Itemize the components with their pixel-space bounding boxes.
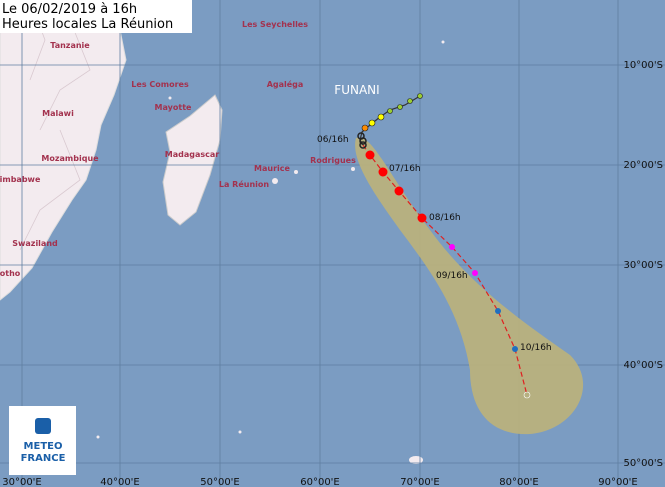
lat-label: 20°00'S bbox=[623, 160, 663, 171]
header-line: Heures locales La Réunion bbox=[2, 17, 173, 32]
place-label: Maurice bbox=[254, 164, 290, 173]
lat-label: 40°00'S bbox=[623, 360, 663, 371]
logo-icon bbox=[35, 418, 51, 434]
header-box bbox=[0, 0, 192, 33]
place-label: Agaléga bbox=[267, 79, 304, 89]
place-label: Les Seychelles bbox=[242, 20, 308, 29]
lon-label: 30°00'E bbox=[2, 477, 42, 487]
logo bbox=[9, 406, 76, 475]
cone bbox=[355, 137, 584, 435]
header-line: Le 06/02/2019 à 16h bbox=[2, 2, 137, 17]
lat-label: 30°00'S bbox=[623, 260, 663, 271]
place-label: Les Comores bbox=[131, 80, 189, 89]
place-label: otho bbox=[0, 269, 21, 278]
lon-label: 80°00'E bbox=[499, 477, 539, 487]
place-label: Mozambique bbox=[41, 154, 99, 163]
time-label: 10/16h bbox=[520, 343, 552, 353]
place-label: Mayotte bbox=[155, 103, 192, 112]
time-label: 06/16h bbox=[317, 135, 349, 145]
lat-label: 50°00'S bbox=[623, 458, 663, 469]
lon-label: 70°00'E bbox=[400, 477, 440, 487]
forecast-track bbox=[362, 144, 528, 396]
place-label: Madagascar bbox=[165, 150, 220, 159]
place-label: Rodrigues bbox=[310, 156, 356, 165]
lon-label: 50°00'E bbox=[200, 477, 240, 487]
lon-label: 90°00'E bbox=[598, 477, 638, 487]
lon-label: 60°00'E bbox=[300, 477, 340, 487]
time-label: 09/16h bbox=[436, 271, 468, 281]
place-label: Malawi bbox=[42, 109, 74, 118]
islands bbox=[96, 40, 445, 464]
lat-label: 10°00'S bbox=[623, 60, 663, 71]
logo-text: METEO bbox=[24, 441, 63, 452]
place-label: imbabwe bbox=[0, 175, 41, 184]
storm-name: FUNANI bbox=[334, 83, 379, 97]
place-label: Tanzanie bbox=[50, 41, 90, 50]
logo-text: FRANCE bbox=[21, 453, 66, 464]
place-label: Swaziland bbox=[12, 239, 58, 248]
time-label: 08/16h bbox=[429, 213, 461, 223]
track-points bbox=[357, 93, 531, 399]
time-label: 07/16h bbox=[389, 164, 421, 174]
lon-label: 40°00'E bbox=[100, 477, 140, 487]
place-label: La Réunion bbox=[219, 179, 269, 189]
